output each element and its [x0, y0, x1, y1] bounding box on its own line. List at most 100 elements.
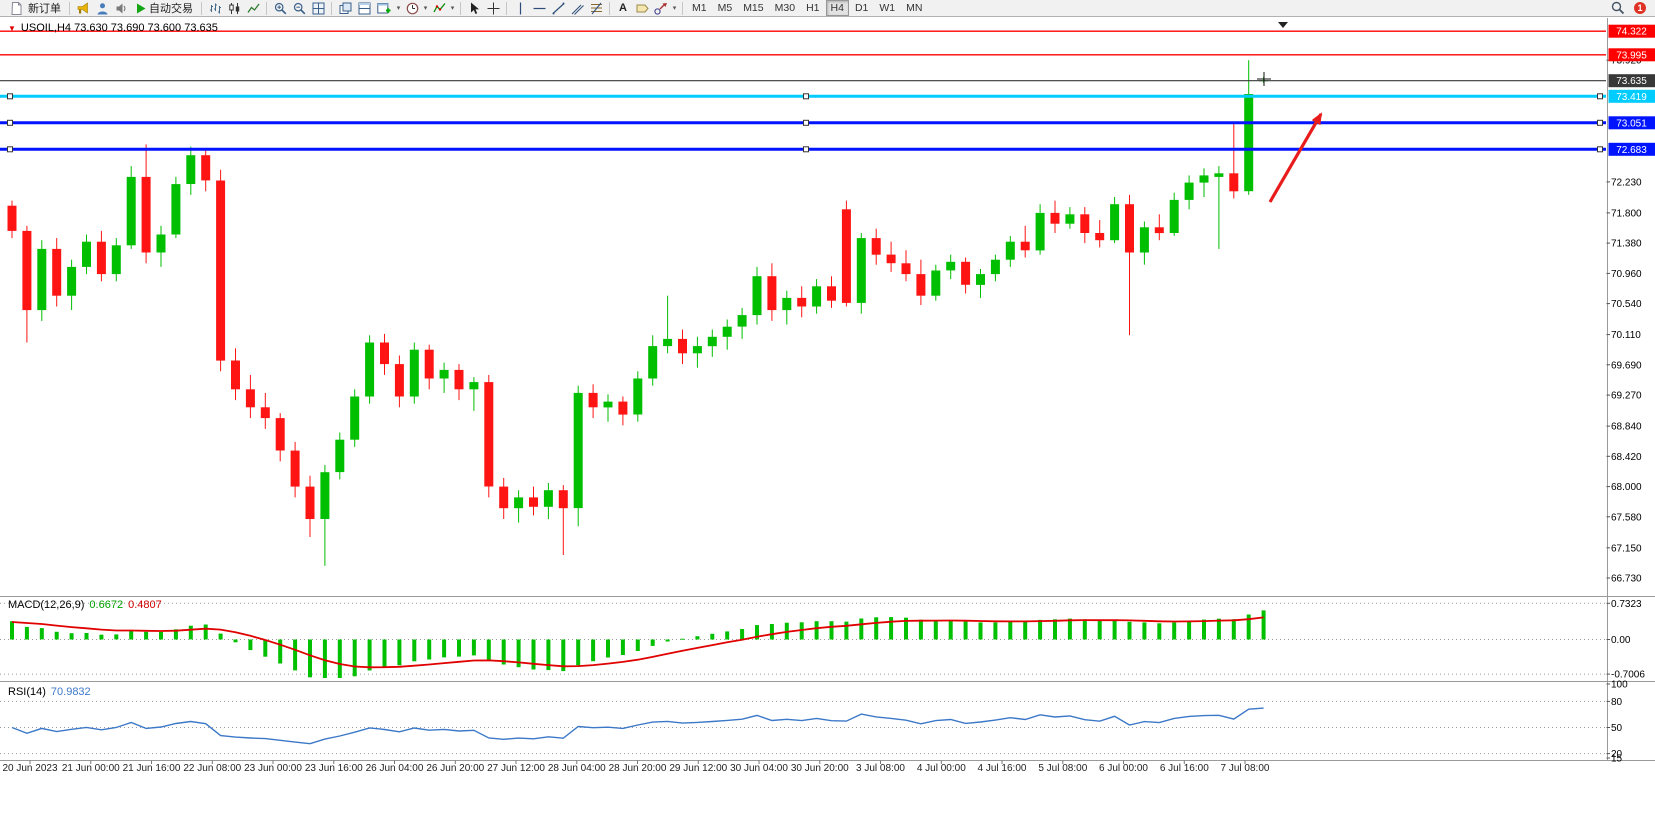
- svg-text:29 Jun 12:00: 29 Jun 12:00: [669, 763, 727, 774]
- indicators-icon[interactable]: [430, 1, 448, 16]
- svg-text:72.230: 72.230: [1611, 177, 1642, 188]
- svg-text:67.580: 67.580: [1611, 512, 1642, 523]
- search-icon[interactable]: [1609, 1, 1627, 16]
- svg-text:67.150: 67.150: [1611, 543, 1642, 554]
- svg-text:23 Jun 00:00: 23 Jun 00:00: [244, 763, 302, 774]
- svg-text:69.270: 69.270: [1611, 391, 1642, 402]
- svg-text:30 Jun 20:00: 30 Jun 20:00: [791, 763, 849, 774]
- notification-badge[interactable]: 1: [1634, 2, 1646, 14]
- timeframe-h1[interactable]: H1: [806, 2, 820, 14]
- svg-text:5 Jul 08:00: 5 Jul 08:00: [1038, 763, 1087, 774]
- svg-text:27 Jun 12:00: 27 Jun 12:00: [487, 763, 545, 774]
- line-chart-icon[interactable]: [244, 1, 262, 16]
- macd-histogram: [10, 610, 1266, 678]
- vertical-line-icon[interactable]: [511, 1, 529, 16]
- svg-text:28 Jun 04:00: 28 Jun 04:00: [548, 763, 606, 774]
- macd-main-value: 0.6672: [89, 599, 124, 611]
- svg-text:-0.7006: -0.7006: [1611, 670, 1645, 681]
- rsi-name: RSI(14): [8, 686, 46, 698]
- zoom-in-icon[interactable]: [271, 1, 289, 16]
- chevron-down-icon[interactable]: ▾: [450, 5, 455, 12]
- timeframe-m5[interactable]: M5: [717, 2, 733, 14]
- rsi-line: [11, 707, 1264, 745]
- trendline-icon[interactable]: [549, 1, 567, 16]
- text-icon[interactable]: A: [619, 2, 627, 14]
- profile-icon[interactable]: [93, 1, 111, 16]
- toolbar: 新订单 自动交易 ▾ ▾ ▾ A ▾ M1 M5 M15 M30 H1 H4 D…: [0, 0, 1655, 17]
- timeframe-d1[interactable]: D1: [854, 2, 869, 14]
- svg-text:80: 80: [1611, 697, 1623, 708]
- autotrade-play-icon: [135, 1, 146, 16]
- macd-signal-value: 0.4807: [128, 599, 162, 611]
- rsi-indicator-label: RSI(14) 70.9832: [8, 686, 91, 698]
- svg-text:74.322: 74.322: [1616, 27, 1647, 38]
- svg-text:66.730: 66.730: [1611, 574, 1642, 585]
- tile-horizontal-icon[interactable]: [355, 1, 373, 16]
- cascade-windows-icon[interactable]: [336, 1, 354, 16]
- svg-text:69.690: 69.690: [1611, 360, 1642, 371]
- svg-text:100: 100: [1611, 680, 1628, 691]
- svg-text:26 Jun 20:00: 26 Jun 20:00: [426, 763, 484, 774]
- crosshair-cursor: [1257, 72, 1271, 86]
- price-axis[interactable]: 73.920 72.230 71.800 71.380 70.960 70.540 70.1…: [1606, 56, 1643, 585]
- speaker-icon[interactable]: [112, 1, 130, 16]
- bar-chart-icon[interactable]: [206, 1, 224, 16]
- new-order-page-icon: [7, 1, 25, 16]
- svg-text:68.420: 68.420: [1611, 452, 1642, 463]
- new-chart-icon[interactable]: [374, 1, 394, 16]
- timeframe-m15[interactable]: M15: [743, 2, 764, 14]
- macd-indicator-label: MACD(12,26,9) 0.6672 0.4807: [8, 599, 162, 611]
- svg-text:23 Jun 16:00: 23 Jun 16:00: [305, 763, 363, 774]
- annotation-arrow[interactable]: [1268, 112, 1323, 203]
- svg-text:73.920: 73.920: [1611, 56, 1642, 67]
- svg-text:73.419: 73.419: [1616, 92, 1647, 103]
- chevron-down-icon[interactable]: ▾: [672, 5, 677, 12]
- timeframe-h4[interactable]: H4: [825, 0, 849, 16]
- candlestick-chart-icon[interactable]: [225, 1, 243, 16]
- horizontal-price-lines[interactable]: [0, 30, 1606, 153]
- new-order-button[interactable]: 新订单: [3, 1, 65, 16]
- tile-windows-icon[interactable]: [309, 1, 327, 16]
- svg-text:70.110: 70.110: [1611, 330, 1641, 341]
- symbol-ohlc-text: USOIL,H4 73.630 73.690 73.600 73.635: [20, 22, 218, 34]
- alarm-clock-icon[interactable]: [403, 1, 421, 16]
- svg-text:4 Jul 16:00: 4 Jul 16:00: [978, 763, 1027, 774]
- svg-text:71.380: 71.380: [1611, 239, 1642, 250]
- timeframe-w1[interactable]: W1: [879, 2, 896, 14]
- timeframe-m1[interactable]: M1: [692, 2, 707, 14]
- svg-text:7 Jul 08:00: 7 Jul 08:00: [1221, 763, 1270, 774]
- svg-text:21 Jun 00:00: 21 Jun 00:00: [62, 763, 120, 774]
- svg-text:15: 15: [1611, 754, 1623, 765]
- svg-text:30 Jun 04:00: 30 Jun 04:00: [730, 763, 788, 774]
- auto-trading-label: 自动交易: [149, 3, 193, 15]
- svg-text:22 Jun 08:00: 22 Jun 08:00: [183, 763, 241, 774]
- cursor-icon[interactable]: [465, 1, 483, 16]
- chart-marker-icon: ▼: [8, 23, 16, 33]
- svg-text:20 Jun 2023: 20 Jun 2023: [2, 763, 57, 774]
- svg-text:21 Jun 16:00: 21 Jun 16:00: [123, 763, 181, 774]
- timeframe-m30[interactable]: M30: [774, 2, 796, 14]
- crosshair-icon[interactable]: [484, 1, 502, 16]
- chevron-down-icon[interactable]: ▾: [423, 5, 428, 12]
- svg-text:70.540: 70.540: [1611, 299, 1642, 310]
- text-label-icon[interactable]: [633, 1, 651, 16]
- auto-trading-button[interactable]: 自动交易: [131, 1, 197, 16]
- arrows-shapes-icon[interactable]: [652, 1, 670, 16]
- timeframe-mn[interactable]: MN: [906, 2, 923, 14]
- chevron-down-icon[interactable]: ▾: [396, 5, 401, 12]
- svg-text:4 Jul 00:00: 4 Jul 00:00: [917, 763, 966, 774]
- zoom-out-icon[interactable]: [290, 1, 308, 16]
- channel-icon[interactable]: [568, 1, 586, 16]
- svg-text:0.00: 0.00: [1611, 635, 1631, 646]
- svg-text:73.051: 73.051: [1616, 118, 1647, 129]
- fibonacci-icon[interactable]: [587, 1, 605, 16]
- price-badges: 74.322 73.995 73.419 73.051 72.683 73.635: [1608, 24, 1655, 156]
- candlestick-series[interactable]: [7, 60, 1269, 566]
- svg-text:6 Jul 16:00: 6 Jul 16:00: [1160, 763, 1209, 774]
- horizontal-line-icon[interactable]: [530, 1, 548, 16]
- svg-text:28 Jun 20:00: 28 Jun 20:00: [609, 763, 667, 774]
- autoscroll-marker[interactable]: [1278, 22, 1288, 28]
- megaphone-icon[interactable]: [74, 1, 92, 16]
- time-axis[interactable]: 20 Jun 2023 21 Jun 00:00 21 Jun 16:00 22 Ju…: [2, 760, 1270, 775]
